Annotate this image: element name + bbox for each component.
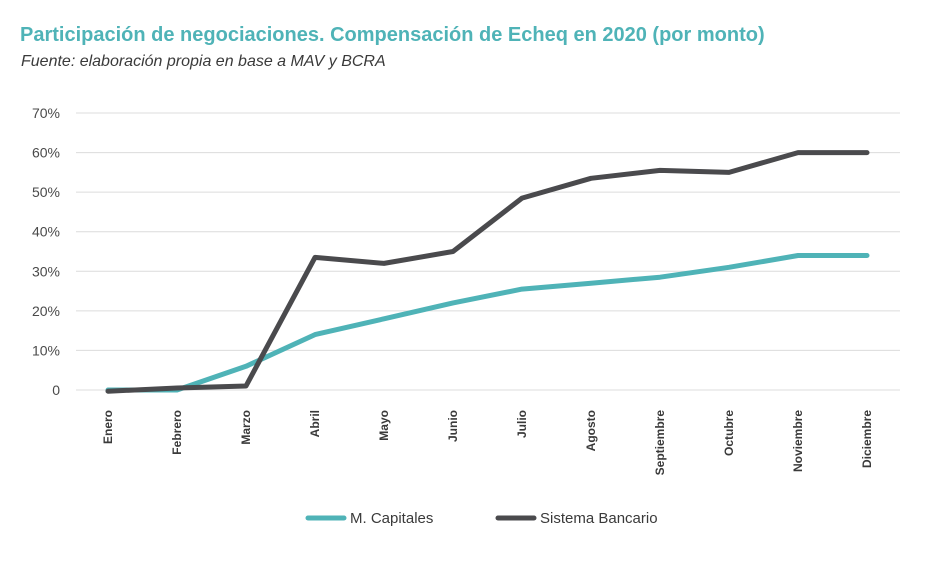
y-axis-ticks: 0 10% 20% 30% 40% 50% 60% 70% xyxy=(32,105,60,398)
x-tick-label: Febrero xyxy=(170,410,184,455)
y-tick-label: 70% xyxy=(32,105,60,121)
y-tick-label: 40% xyxy=(32,224,60,240)
x-tick-label: Junio xyxy=(446,410,460,442)
x-tick-label: Mayo xyxy=(377,410,391,441)
x-tick-label: Diciembre xyxy=(860,410,874,468)
y-tick-label: 0 xyxy=(52,382,60,398)
gridlines xyxy=(76,112,900,391)
x-tick-label: Enero xyxy=(101,410,115,444)
y-tick-label: 20% xyxy=(32,303,60,319)
x-tick-label: Octubre xyxy=(722,410,736,456)
y-tick-label: 10% xyxy=(32,342,60,358)
legend-label: M. Capitales xyxy=(350,510,433,527)
y-tick-label: 30% xyxy=(32,263,60,279)
legend: M. Capitales Sistema Bancario xyxy=(305,510,658,527)
x-tick-label: Septiembre xyxy=(653,410,667,476)
series-line-0 xyxy=(105,253,870,393)
chart-title: Participación de negociaciones. Compensa… xyxy=(20,24,765,46)
y-tick-label: 50% xyxy=(32,184,60,200)
series-line-1 xyxy=(105,150,870,394)
x-tick-label: Agosto xyxy=(584,410,598,451)
x-axis-ticks: Enero Febrero Marzo Abril Mayo Junio Julio Agos… xyxy=(101,410,874,476)
x-tick-label: Abril xyxy=(308,410,322,437)
legend-label: Sistema Bancario xyxy=(540,510,658,527)
y-tick-label: 60% xyxy=(32,145,60,161)
chart-subtitle: Fuente: elaboración propia en base a MAV… xyxy=(21,53,386,70)
series-lines xyxy=(105,150,870,394)
x-tick-label: Noviembre xyxy=(791,410,805,472)
x-tick-label: Marzo xyxy=(239,410,253,445)
x-tick-label: Julio xyxy=(515,410,529,438)
